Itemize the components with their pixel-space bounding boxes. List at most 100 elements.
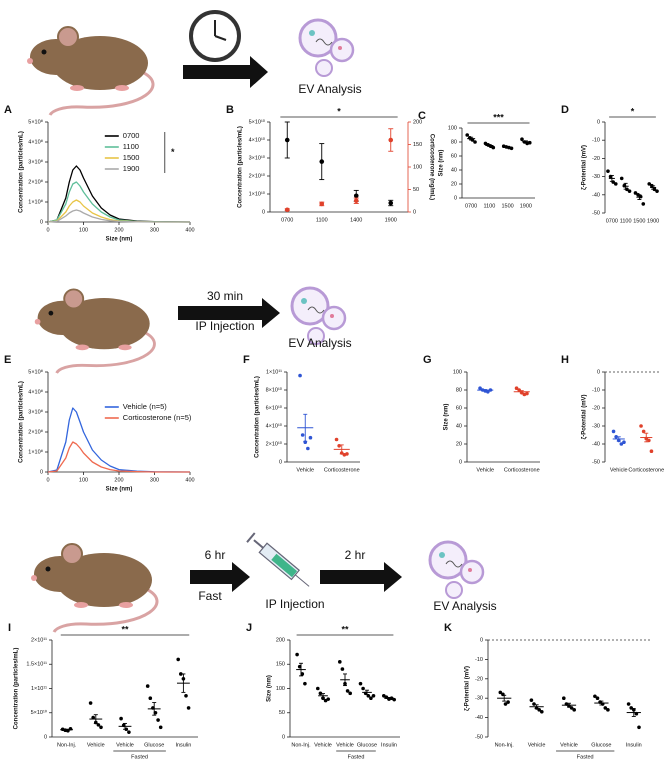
data-point (361, 686, 365, 691)
data-point (318, 691, 323, 696)
data-point (91, 715, 95, 720)
y-tick-label: -10 (475, 657, 483, 663)
data-point (637, 725, 641, 730)
y-tick-label: 4×10¹⁰ (249, 136, 266, 143)
x-tick-label: 1900 (520, 203, 532, 209)
arrow (183, 56, 268, 88)
panel-letter: C (418, 110, 426, 122)
x-tick-label: Vehicle (336, 742, 354, 748)
y-tick-label: -50 (475, 734, 483, 740)
x-tick-label: 200 (114, 477, 123, 483)
schematic-label: Fast (198, 589, 222, 603)
x-tick-label: Vehicle (610, 467, 628, 473)
data-point (119, 716, 123, 721)
legend-label: 1500 (123, 153, 140, 162)
data-point (465, 133, 470, 137)
y2-tick-label: 150 (413, 142, 422, 148)
y-tick-label: 2×10⁸ (28, 178, 43, 185)
y-tick-label: 80 (456, 387, 462, 393)
y-tick-label: 0 (459, 459, 462, 465)
data-point (388, 200, 394, 206)
panel-letter: I (8, 622, 11, 634)
panel-letter: A (4, 104, 12, 116)
y-tick-label: 80 (451, 139, 457, 145)
y-tick-label: 1×10⁸ (28, 198, 43, 205)
y-tick-label: 3×10⁸ (28, 158, 43, 165)
data-point (338, 660, 342, 664)
y-tick-label: 0 (262, 209, 265, 215)
schematic-label: EV Analysis (298, 82, 361, 96)
y-axis-label: ζ-Potential (mV) (465, 666, 471, 711)
y-axis-label: ζ-Potential (mV) (582, 394, 588, 439)
y2-tick-label: 50 (413, 187, 419, 193)
data-point (127, 730, 131, 734)
x-tick-label: Glucose (357, 742, 377, 748)
x-tick-label: Insulin (381, 742, 397, 748)
data-point (334, 437, 339, 442)
data-point (99, 725, 103, 730)
panel-letter: K (444, 622, 452, 634)
y-tick-label: 0 (454, 195, 457, 201)
series-line (47, 209, 190, 223)
y2-axis-label: Corticosterone (ng/mL) (428, 134, 434, 200)
data-point (572, 708, 576, 712)
data-point (319, 159, 325, 164)
data-point (326, 697, 331, 701)
data-point (593, 694, 597, 699)
data-point (303, 681, 307, 686)
significance-label: ** (121, 624, 129, 634)
y-tick-label: 5×10⁸ (28, 368, 43, 375)
data-point (506, 700, 510, 704)
y-axis-label: Size (nm) (444, 404, 450, 431)
y-tick-label: -10 (592, 387, 600, 393)
y-tick-label: 100 (276, 686, 285, 692)
data-point (96, 723, 101, 727)
data-point (525, 391, 529, 396)
y-tick-label: 5×10¹⁰ (249, 118, 266, 125)
y-tick-label: 1×10¹¹ (266, 369, 282, 375)
data-point (532, 702, 536, 706)
y-axis-label: Concentration (particles/mL) (255, 376, 261, 458)
group-label: Fasted (577, 754, 594, 760)
y-tick-label: 100 (453, 369, 462, 375)
y-tick-label: 1×10¹⁰ (249, 190, 266, 197)
data-point (300, 433, 305, 437)
panel-letter: G (423, 354, 432, 366)
y-tick-label: 0 (40, 469, 43, 475)
data-point (649, 449, 654, 454)
x-tick-label: 1400 (350, 217, 362, 223)
data-point (520, 137, 524, 141)
series-line (47, 181, 191, 223)
data-point (626, 702, 631, 706)
y-tick-label: 100 (448, 125, 457, 131)
y-axis-label: Concentration (particles/mL) (19, 131, 25, 213)
y-tick-label: 3×10¹⁰ (249, 154, 266, 161)
group-label: Fasted (348, 754, 365, 760)
data-point (627, 189, 632, 193)
y-tick-label: -20 (475, 676, 483, 682)
group-label: Fasted (131, 754, 148, 760)
x-tick-label: Vehicle (476, 467, 494, 473)
significance-label: * (631, 106, 635, 116)
data-point (284, 137, 290, 143)
y-axis-label: ζ-Potential (mV) (582, 145, 588, 190)
schematic-label: 2 hr (345, 548, 366, 562)
panel-letter: E (4, 354, 11, 366)
mouse-illustration (33, 287, 156, 375)
y-tick-label: 0 (279, 459, 282, 465)
data-point (319, 201, 325, 207)
y-tick-label: 0 (40, 219, 43, 225)
y-tick-label: 40 (451, 167, 457, 173)
x-tick-label: 0700 (465, 203, 477, 209)
mouse-illustration (25, 25, 155, 117)
x-tick-label: Insulin (626, 742, 642, 748)
mouse-illustration (29, 542, 159, 634)
y-tick-label: 1×10⁸ (28, 448, 43, 455)
x-tick-label: 0 (46, 477, 49, 483)
data-point (388, 137, 394, 143)
data-point (655, 189, 659, 193)
x-tick-label: Glucose (591, 742, 611, 748)
arrow (178, 298, 280, 328)
data-point (353, 198, 359, 204)
data-point (562, 696, 566, 700)
